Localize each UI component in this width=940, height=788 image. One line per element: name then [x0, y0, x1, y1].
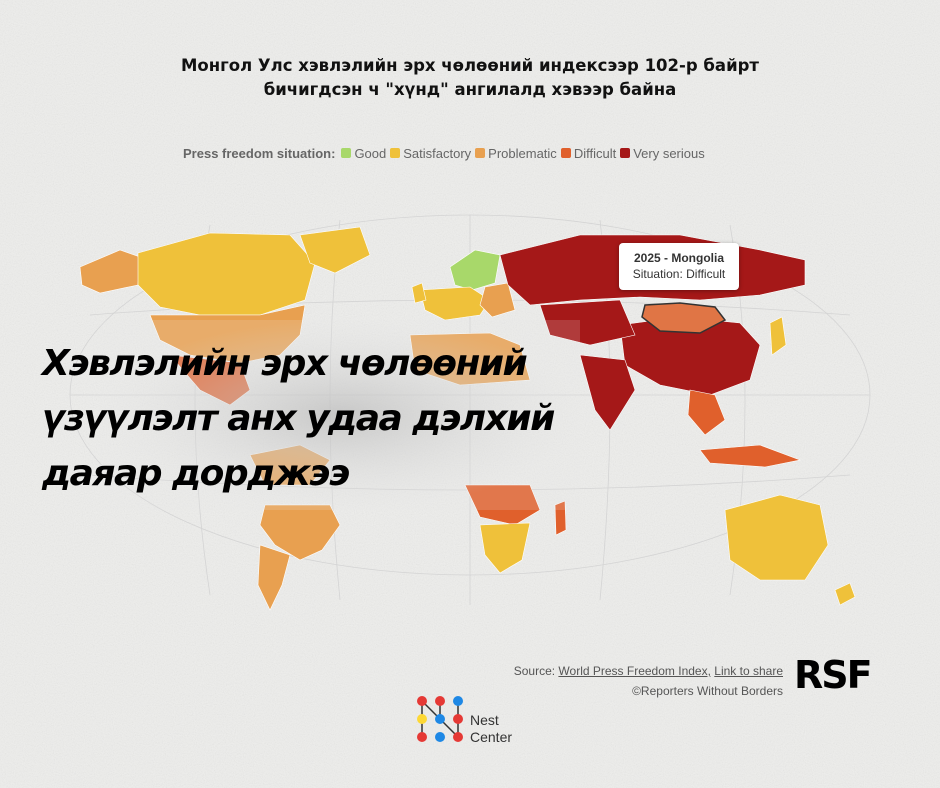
headline-line-2: үзүүлэлт анх удаа дэлхий — [42, 398, 555, 439]
legend-swatch — [475, 148, 486, 158]
source-copyright: ©Reporters Without Borders — [632, 684, 783, 698]
map-fog-overlay — [100, 320, 580, 510]
legend-label: Problematic — [488, 145, 557, 161]
source-share-link[interactable]: Link to share — [714, 664, 783, 678]
country-south-africa[interactable] — [479, 522, 531, 574]
legend-swatch — [341, 148, 352, 158]
map-tooltip: 2025 - Mongolia Situation: Difficult — [619, 243, 739, 290]
legend-label: Satisfactory — [403, 145, 472, 161]
source-credit: Source: World Press Freedom Index, Link … — [514, 661, 783, 701]
country-alaska[interactable] — [79, 249, 141, 294]
page-title: Монгол Улс хэвлэлийн эрх чөлөөний индекс… — [0, 54, 940, 102]
country-mongolia[interactable] — [641, 302, 727, 334]
legend-item-very-serious: Very serious — [620, 146, 705, 161]
legend-swatch — [620, 148, 631, 158]
nest-logo-line-1: Nest — [470, 712, 499, 728]
country-greenland[interactable] — [299, 226, 371, 274]
country-scandinavia[interactable] — [449, 249, 501, 291]
country-australia[interactable] — [724, 494, 829, 581]
country-uk[interactable] — [411, 282, 427, 304]
legend-item-difficult: Difficult — [560, 145, 617, 161]
rsf-logo: RSF — [794, 653, 873, 697]
country-southeast-asia[interactable] — [687, 389, 726, 436]
headline: Хэвлэлийн эрх чөлөөний үзүүлэлт анх удаа… — [42, 336, 602, 501]
headline-line-1: Хэвлэлийн эрх чөлөөний — [42, 343, 528, 384]
country-new-zealand[interactable] — [834, 582, 856, 606]
nest-logo-line-2: Center — [470, 729, 513, 745]
legend-swatch — [560, 148, 571, 158]
legend-item-good: Good — [341, 146, 386, 161]
country-india[interactable] — [579, 354, 636, 431]
nest-center-logo-text: Nest Center — [470, 712, 512, 746]
country-argentina[interactable] — [257, 544, 291, 611]
legend-item-satisfactory: Satisfactory — [390, 146, 471, 161]
legend-label: Difficult — [573, 145, 617, 161]
country-eastern-europe[interactable] — [479, 282, 516, 318]
source-prefix: Source: — [513, 664, 556, 678]
tooltip-heading: 2025 - Mongolia — [633, 251, 725, 265]
nest-center-logo-icon — [417, 696, 463, 742]
title-line-2: бичигдсэн ч "хүнд" ангилалд хэвээр байна — [263, 80, 677, 99]
tooltip-situation: Situation: Difficult — [632, 267, 726, 281]
country-canada[interactable] — [137, 232, 316, 316]
title-line-1: Монгол Улс хэвлэлийн эрх чөлөөний индекс… — [180, 56, 760, 75]
country-japan[interactable] — [769, 316, 787, 356]
rsf-logo-text: RSF — [794, 653, 873, 697]
country-western-europe[interactable] — [419, 286, 491, 321]
headline-line-3: даяар дорджээ — [42, 453, 350, 494]
legend-swatch — [390, 148, 401, 158]
legend-label: Very serious — [633, 145, 705, 161]
source-index-link[interactable]: World Press Freedom Index, — [558, 664, 711, 678]
country-indonesia[interactable] — [699, 444, 802, 468]
map-legend: Press freedom situation: Good Satisfacto… — [183, 144, 709, 162]
legend-item-problematic: Problematic — [475, 146, 557, 161]
legend-title: Press freedom situation: — [183, 145, 336, 161]
legend-label: Good — [354, 145, 387, 161]
